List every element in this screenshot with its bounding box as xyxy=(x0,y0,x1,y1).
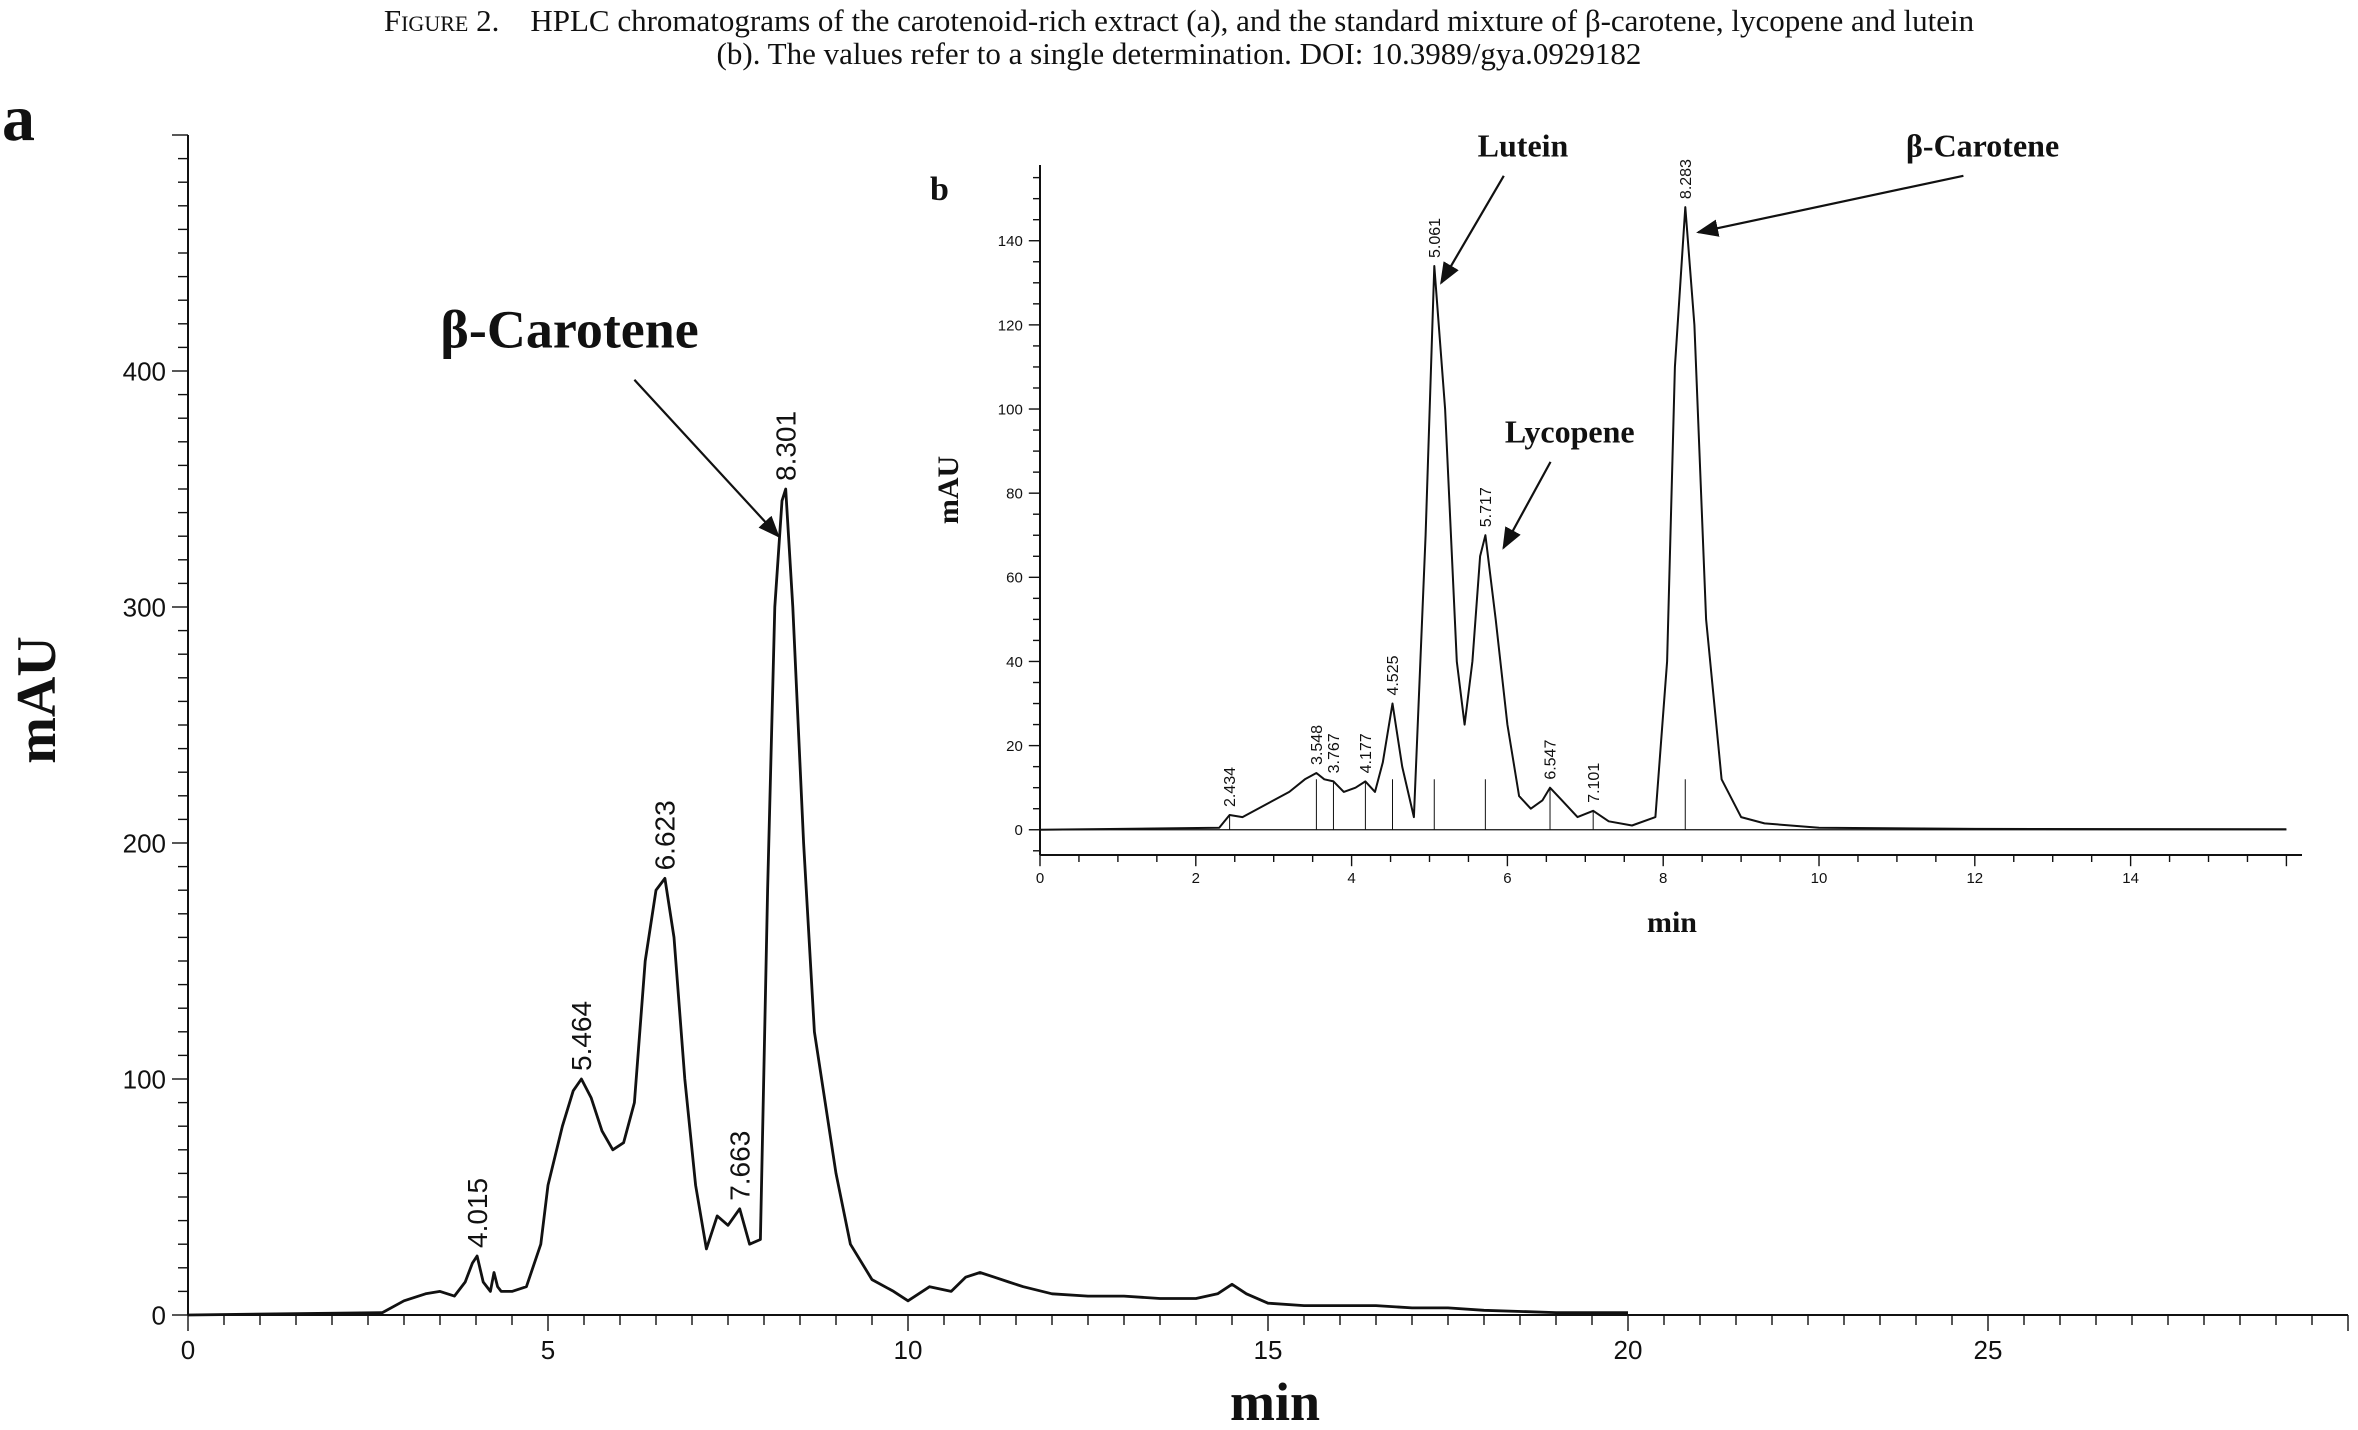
y-axis-label: mAU xyxy=(6,636,68,764)
x-tick-label: 8 xyxy=(1659,870,1667,887)
compound-arrow xyxy=(1502,461,1552,550)
x-tick-label: 10 xyxy=(894,1335,923,1365)
x-axis-label: min xyxy=(1230,1372,1320,1430)
y-tick-label: 0 xyxy=(152,1300,166,1330)
peak-label: 6.547 xyxy=(1543,740,1560,780)
y-tick-label: 80 xyxy=(1006,486,1023,503)
chromatogram-trace xyxy=(187,487,1628,1317)
compound-arrow xyxy=(1696,174,1964,237)
peak-label: 4.177 xyxy=(1358,733,1375,773)
x-tick-label: 6 xyxy=(1503,870,1511,887)
caption-line-2: (b). The values refer to a single determ… xyxy=(716,36,1642,71)
y-tick-label: 0 xyxy=(1014,822,1022,839)
y-tick-label: 140 xyxy=(998,233,1023,250)
compound-label: Lutein xyxy=(1478,128,1569,164)
peak-label: 2.434 xyxy=(1222,767,1239,807)
y-tick-label: 300 xyxy=(123,592,166,622)
y-tick-label: 400 xyxy=(123,356,166,386)
y-tick-label: 100 xyxy=(123,1064,166,1094)
x-tick-label: 5 xyxy=(541,1335,555,1365)
compound-label: β-Carotene xyxy=(1906,128,2059,164)
compound-arrow xyxy=(633,379,780,538)
x-tick-label: 12 xyxy=(1966,870,1983,887)
panel-letter-a: a xyxy=(2,82,35,155)
caption-line-1: HPLC chromatograms of the carotenoid-ric… xyxy=(530,3,1975,38)
peak-label: 8.301 xyxy=(770,411,801,481)
x-axis-label: min xyxy=(1647,906,1697,939)
peak-label: 7.663 xyxy=(725,1131,756,1201)
x-tick-label: 20 xyxy=(1614,1335,1643,1365)
y-tick-label: 100 xyxy=(998,401,1023,418)
y-axis-label: mAU xyxy=(932,456,965,524)
figure-label: Figure 2. xyxy=(383,3,500,38)
x-tick-label: 4 xyxy=(1347,870,1355,887)
y-tick-label: 40 xyxy=(1006,654,1023,671)
y-tick-label: 60 xyxy=(1006,570,1023,587)
x-tick-label: 14 xyxy=(2122,870,2139,887)
y-tick-label: 20 xyxy=(1006,738,1023,755)
peak-label: 5.061 xyxy=(1427,218,1444,258)
peak-label: 7.101 xyxy=(1586,763,1603,803)
compound-label: β-Carotene xyxy=(440,299,698,359)
peak-label: 5.464 xyxy=(566,1001,597,1071)
x-tick-label: 0 xyxy=(1036,870,1044,887)
peak-label: 5.717 xyxy=(1478,487,1495,527)
figure-caption: Figure 2. HPLC chromatograms of the caro… xyxy=(0,0,2358,70)
chromatogram-trace xyxy=(1039,206,2287,831)
peak-label: 3.548 xyxy=(1309,725,1326,765)
peak-label: 4.525 xyxy=(1385,655,1402,695)
peak-label: 3.767 xyxy=(1326,733,1343,773)
x-tick-label: 2 xyxy=(1192,870,1200,887)
y-tick-label: 120 xyxy=(998,317,1023,334)
compound-label: Lycopene xyxy=(1505,414,1635,450)
panel-b: b0 2 4 6 8 10 12 14020406080100120140minmAU2.43… xyxy=(930,128,2302,939)
compound-arrow xyxy=(1440,175,1505,285)
peak-label: 6.623 xyxy=(650,800,681,870)
x-tick-label: 10 xyxy=(1811,870,1828,887)
y-tick-label: 200 xyxy=(123,828,166,858)
x-tick-label: 25 xyxy=(1974,1335,2003,1365)
peak-label: 8.283 xyxy=(1678,159,1695,199)
peak-label: 4.015 xyxy=(462,1178,493,1248)
x-tick-label: 15 xyxy=(1254,1335,1283,1365)
x-tick-label: 0 xyxy=(181,1335,195,1365)
panel-a: a0 5 10 15 20 250100200300400minmAU4.0155.464… xyxy=(2,82,2349,1430)
panel-letter-b: b xyxy=(930,171,949,208)
